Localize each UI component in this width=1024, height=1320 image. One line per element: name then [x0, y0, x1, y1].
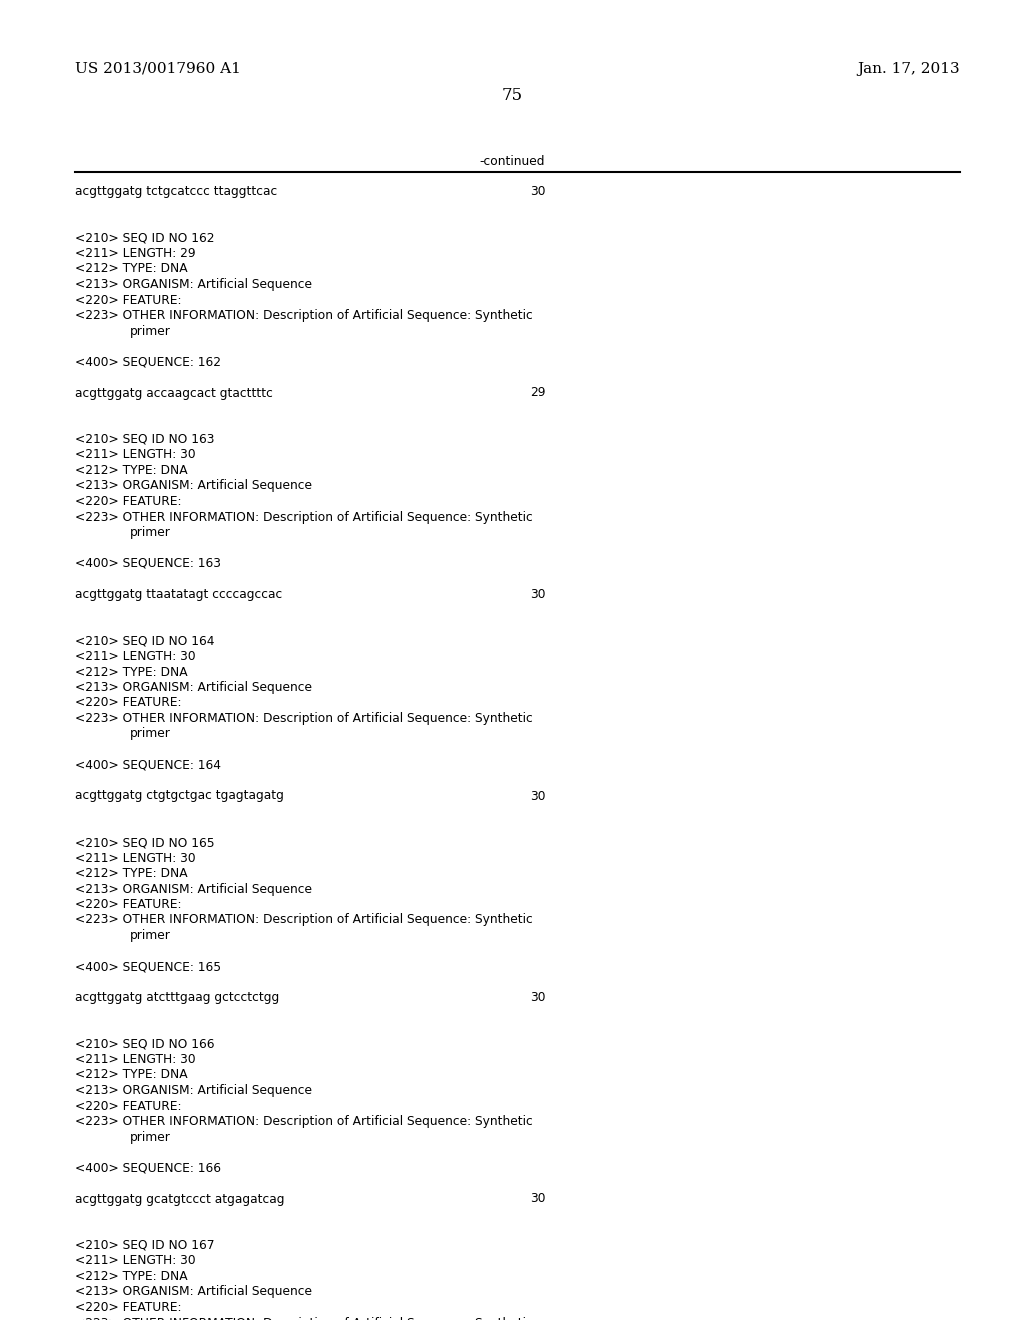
Text: 30: 30 — [530, 991, 546, 1005]
Text: <212> TYPE: DNA: <212> TYPE: DNA — [75, 665, 187, 678]
Text: <223> OTHER INFORMATION: Description of Artificial Sequence: Synthetic: <223> OTHER INFORMATION: Description of … — [75, 1115, 532, 1129]
Text: 30: 30 — [530, 789, 546, 803]
Text: <400> SEQUENCE: 162: <400> SEQUENCE: 162 — [75, 355, 221, 368]
Text: <220> FEATURE:: <220> FEATURE: — [75, 1302, 181, 1313]
Text: <211> LENGTH: 30: <211> LENGTH: 30 — [75, 449, 196, 462]
Text: <211> LENGTH: 29: <211> LENGTH: 29 — [75, 247, 196, 260]
Text: <213> ORGANISM: Artificial Sequence: <213> ORGANISM: Artificial Sequence — [75, 883, 312, 895]
Text: <223> OTHER INFORMATION: Description of Artificial Sequence: Synthetic: <223> OTHER INFORMATION: Description of … — [75, 913, 532, 927]
Text: 30: 30 — [530, 1192, 546, 1205]
Text: <213> ORGANISM: Artificial Sequence: <213> ORGANISM: Artificial Sequence — [75, 1084, 312, 1097]
Text: <213> ORGANISM: Artificial Sequence: <213> ORGANISM: Artificial Sequence — [75, 1286, 312, 1299]
Text: <210> SEQ ID NO 167: <210> SEQ ID NO 167 — [75, 1239, 214, 1251]
Text: <223> OTHER INFORMATION: Description of Artificial Sequence: Synthetic: <223> OTHER INFORMATION: Description of … — [75, 511, 532, 524]
Text: <400> SEQUENCE: 163: <400> SEQUENCE: 163 — [75, 557, 221, 570]
Text: 29: 29 — [530, 387, 546, 400]
Text: <400> SEQUENCE: 166: <400> SEQUENCE: 166 — [75, 1162, 221, 1175]
Text: acgttggatg gcatgtccct atgagatcag: acgttggatg gcatgtccct atgagatcag — [75, 1192, 285, 1205]
Text: primer: primer — [130, 325, 171, 338]
Text: <210> SEQ ID NO 163: <210> SEQ ID NO 163 — [75, 433, 214, 446]
Text: <223> OTHER INFORMATION: Description of Artificial Sequence: Synthetic: <223> OTHER INFORMATION: Description of … — [75, 309, 532, 322]
Text: <210> SEQ ID NO 162: <210> SEQ ID NO 162 — [75, 231, 214, 244]
Text: <212> TYPE: DNA: <212> TYPE: DNA — [75, 263, 187, 276]
Text: <211> LENGTH: 30: <211> LENGTH: 30 — [75, 1053, 196, 1067]
Text: <220> FEATURE:: <220> FEATURE: — [75, 1100, 181, 1113]
Text: primer: primer — [130, 727, 171, 741]
Text: <210> SEQ ID NO 165: <210> SEQ ID NO 165 — [75, 836, 215, 849]
Text: <210> SEQ ID NO 166: <210> SEQ ID NO 166 — [75, 1038, 214, 1051]
Text: acgttggatg ttaatatagt ccccagccac: acgttggatg ttaatatagt ccccagccac — [75, 587, 283, 601]
Text: Jan. 17, 2013: Jan. 17, 2013 — [857, 62, 961, 77]
Text: <211> LENGTH: 30: <211> LENGTH: 30 — [75, 851, 196, 865]
Text: <223> OTHER INFORMATION: Description of Artificial Sequence: Synthetic: <223> OTHER INFORMATION: Description of … — [75, 711, 532, 725]
Text: acgttggatg ctgtgctgac tgagtagatg: acgttggatg ctgtgctgac tgagtagatg — [75, 789, 284, 803]
Text: US 2013/0017960 A1: US 2013/0017960 A1 — [75, 62, 241, 77]
Text: primer: primer — [130, 525, 171, 539]
Text: <400> SEQUENCE: 165: <400> SEQUENCE: 165 — [75, 960, 221, 973]
Text: 30: 30 — [530, 185, 546, 198]
Text: <220> FEATURE:: <220> FEATURE: — [75, 697, 181, 710]
Text: acgttggatg tctgcatccc ttaggttcac: acgttggatg tctgcatccc ttaggttcac — [75, 185, 278, 198]
Text: primer: primer — [130, 929, 171, 942]
Text: <211> LENGTH: 30: <211> LENGTH: 30 — [75, 649, 196, 663]
Text: acgttggatg atctttgaag gctcctctgg: acgttggatg atctttgaag gctcctctgg — [75, 991, 280, 1005]
Text: 75: 75 — [502, 87, 522, 104]
Text: <212> TYPE: DNA: <212> TYPE: DNA — [75, 465, 187, 477]
Text: <220> FEATURE:: <220> FEATURE: — [75, 898, 181, 911]
Text: acgttggatg accaagcact gtacttttc: acgttggatg accaagcact gtacttttc — [75, 387, 272, 400]
Text: <211> LENGTH: 30: <211> LENGTH: 30 — [75, 1254, 196, 1267]
Text: <213> ORGANISM: Artificial Sequence: <213> ORGANISM: Artificial Sequence — [75, 681, 312, 694]
Text: <212> TYPE: DNA: <212> TYPE: DNA — [75, 867, 187, 880]
Text: <212> TYPE: DNA: <212> TYPE: DNA — [75, 1068, 187, 1081]
Text: <220> FEATURE:: <220> FEATURE: — [75, 293, 181, 306]
Text: <223> OTHER INFORMATION: Description of Artificial Sequence: Synthetic: <223> OTHER INFORMATION: Description of … — [75, 1316, 532, 1320]
Text: <213> ORGANISM: Artificial Sequence: <213> ORGANISM: Artificial Sequence — [75, 479, 312, 492]
Text: <400> SEQUENCE: 164: <400> SEQUENCE: 164 — [75, 759, 221, 771]
Text: <210> SEQ ID NO 164: <210> SEQ ID NO 164 — [75, 635, 214, 648]
Text: <220> FEATURE:: <220> FEATURE: — [75, 495, 181, 508]
Text: primer: primer — [130, 1130, 171, 1143]
Text: <212> TYPE: DNA: <212> TYPE: DNA — [75, 1270, 187, 1283]
Text: -continued: -continued — [479, 154, 545, 168]
Text: <213> ORGANISM: Artificial Sequence: <213> ORGANISM: Artificial Sequence — [75, 279, 312, 290]
Text: 30: 30 — [530, 587, 546, 601]
